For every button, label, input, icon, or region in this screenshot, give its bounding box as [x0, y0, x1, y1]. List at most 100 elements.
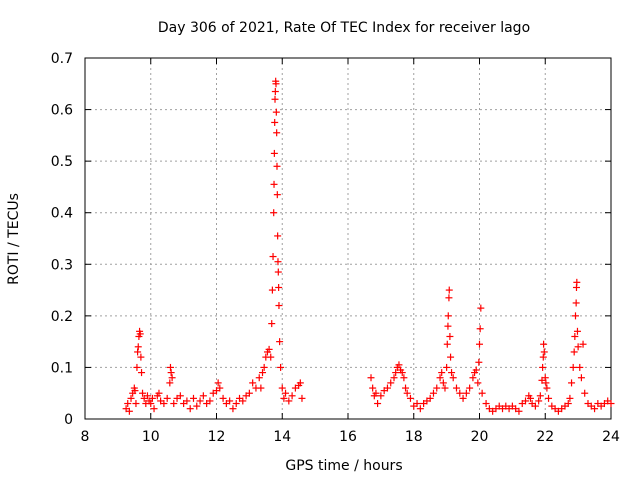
- data-point: [148, 394, 156, 402]
- data-point: [229, 405, 237, 413]
- data-point: [482, 400, 490, 408]
- chart-title: Day 306 of 2021, Rate Of TEC Index for r…: [158, 20, 530, 36]
- data-point: [239, 397, 247, 405]
- x-tick-label: 18: [405, 429, 423, 445]
- data-point: [260, 363, 268, 371]
- x-tick-label: 20: [471, 429, 489, 445]
- y-tick-label: 0.1: [51, 360, 73, 376]
- data-point: [183, 397, 191, 405]
- data-point: [478, 389, 486, 397]
- x-tick-label: 22: [536, 429, 554, 445]
- data-point: [275, 302, 283, 310]
- x-tick-label: 14: [273, 429, 291, 445]
- data-point: [542, 379, 550, 387]
- data-point: [274, 268, 282, 276]
- data-point: [443, 363, 451, 371]
- data-point: [367, 374, 375, 382]
- data-point: [163, 394, 171, 402]
- data-point: [267, 353, 275, 361]
- data-point: [540, 340, 548, 348]
- data-point: [176, 392, 184, 400]
- data-point: [137, 353, 145, 361]
- data-point: [168, 374, 176, 382]
- data-point: [573, 327, 581, 335]
- x-tick-label: 24: [602, 429, 620, 445]
- data-point: [214, 379, 222, 387]
- data-point: [143, 392, 151, 400]
- data-point: [268, 320, 276, 328]
- data-point: [535, 397, 543, 405]
- data-point: [270, 180, 278, 188]
- data-point: [445, 294, 453, 302]
- y-tick-label: 0.6: [51, 103, 73, 119]
- data-point: [274, 232, 282, 240]
- data-point: [160, 400, 168, 408]
- data-point: [400, 374, 408, 382]
- data-point: [273, 162, 281, 170]
- data-point: [189, 394, 197, 402]
- data-point: [568, 379, 576, 387]
- data-point: [441, 384, 449, 392]
- data-point: [406, 394, 414, 402]
- data-point: [276, 338, 284, 346]
- data-point: [443, 340, 451, 348]
- data-point: [571, 312, 579, 320]
- data-point: [472, 366, 480, 374]
- data-point: [134, 343, 142, 351]
- data-point: [449, 374, 457, 382]
- data-point: [403, 389, 411, 397]
- data-point: [459, 394, 467, 402]
- data-point: [566, 394, 574, 402]
- data-point: [387, 379, 395, 387]
- x-tick-label: 16: [339, 429, 357, 445]
- data-point: [539, 353, 547, 361]
- data-point: [271, 88, 279, 96]
- data-point: [296, 379, 304, 387]
- data-point: [186, 405, 194, 413]
- x-tick-label: 12: [208, 429, 226, 445]
- data-point: [591, 405, 599, 413]
- data-point: [271, 95, 279, 103]
- data-point: [369, 384, 377, 392]
- data-point: [270, 149, 278, 157]
- data-point: [581, 389, 589, 397]
- data-point: [138, 369, 146, 377]
- y-tick-label: 0.3: [51, 257, 73, 273]
- data-point: [273, 191, 281, 199]
- data-point: [576, 363, 584, 371]
- data-point: [136, 330, 144, 338]
- data-point: [474, 379, 482, 387]
- y-tick-label: 0: [64, 412, 73, 428]
- data-point: [426, 394, 434, 402]
- data-point: [139, 389, 147, 397]
- data-point: [526, 394, 534, 402]
- data-point: [452, 384, 460, 392]
- data-point: [272, 108, 280, 116]
- x-tick-label: 10: [142, 429, 160, 445]
- data-point: [274, 258, 282, 266]
- data-point: [196, 397, 204, 405]
- data-point: [147, 400, 155, 408]
- data-point: [166, 379, 174, 387]
- data-point: [124, 400, 132, 408]
- data-point: [166, 363, 174, 371]
- data-point: [439, 379, 447, 387]
- data-point: [257, 384, 265, 392]
- data-point: [572, 299, 580, 307]
- y-axis-label: ROTI / TECUs: [6, 193, 22, 285]
- data-point: [476, 325, 484, 333]
- data-point: [541, 374, 549, 382]
- data-point: [133, 363, 141, 371]
- data-point: [280, 394, 288, 402]
- data-point: [477, 304, 485, 312]
- data-point: [265, 345, 273, 353]
- data-point: [515, 407, 523, 415]
- data-point: [282, 389, 290, 397]
- data-point: [476, 340, 483, 348]
- data-point: [475, 358, 483, 366]
- data-point: [278, 384, 286, 392]
- axis-ticks: [84, 57, 612, 420]
- data-point: [275, 283, 283, 291]
- data-point: [167, 369, 175, 377]
- data-point: [155, 389, 163, 397]
